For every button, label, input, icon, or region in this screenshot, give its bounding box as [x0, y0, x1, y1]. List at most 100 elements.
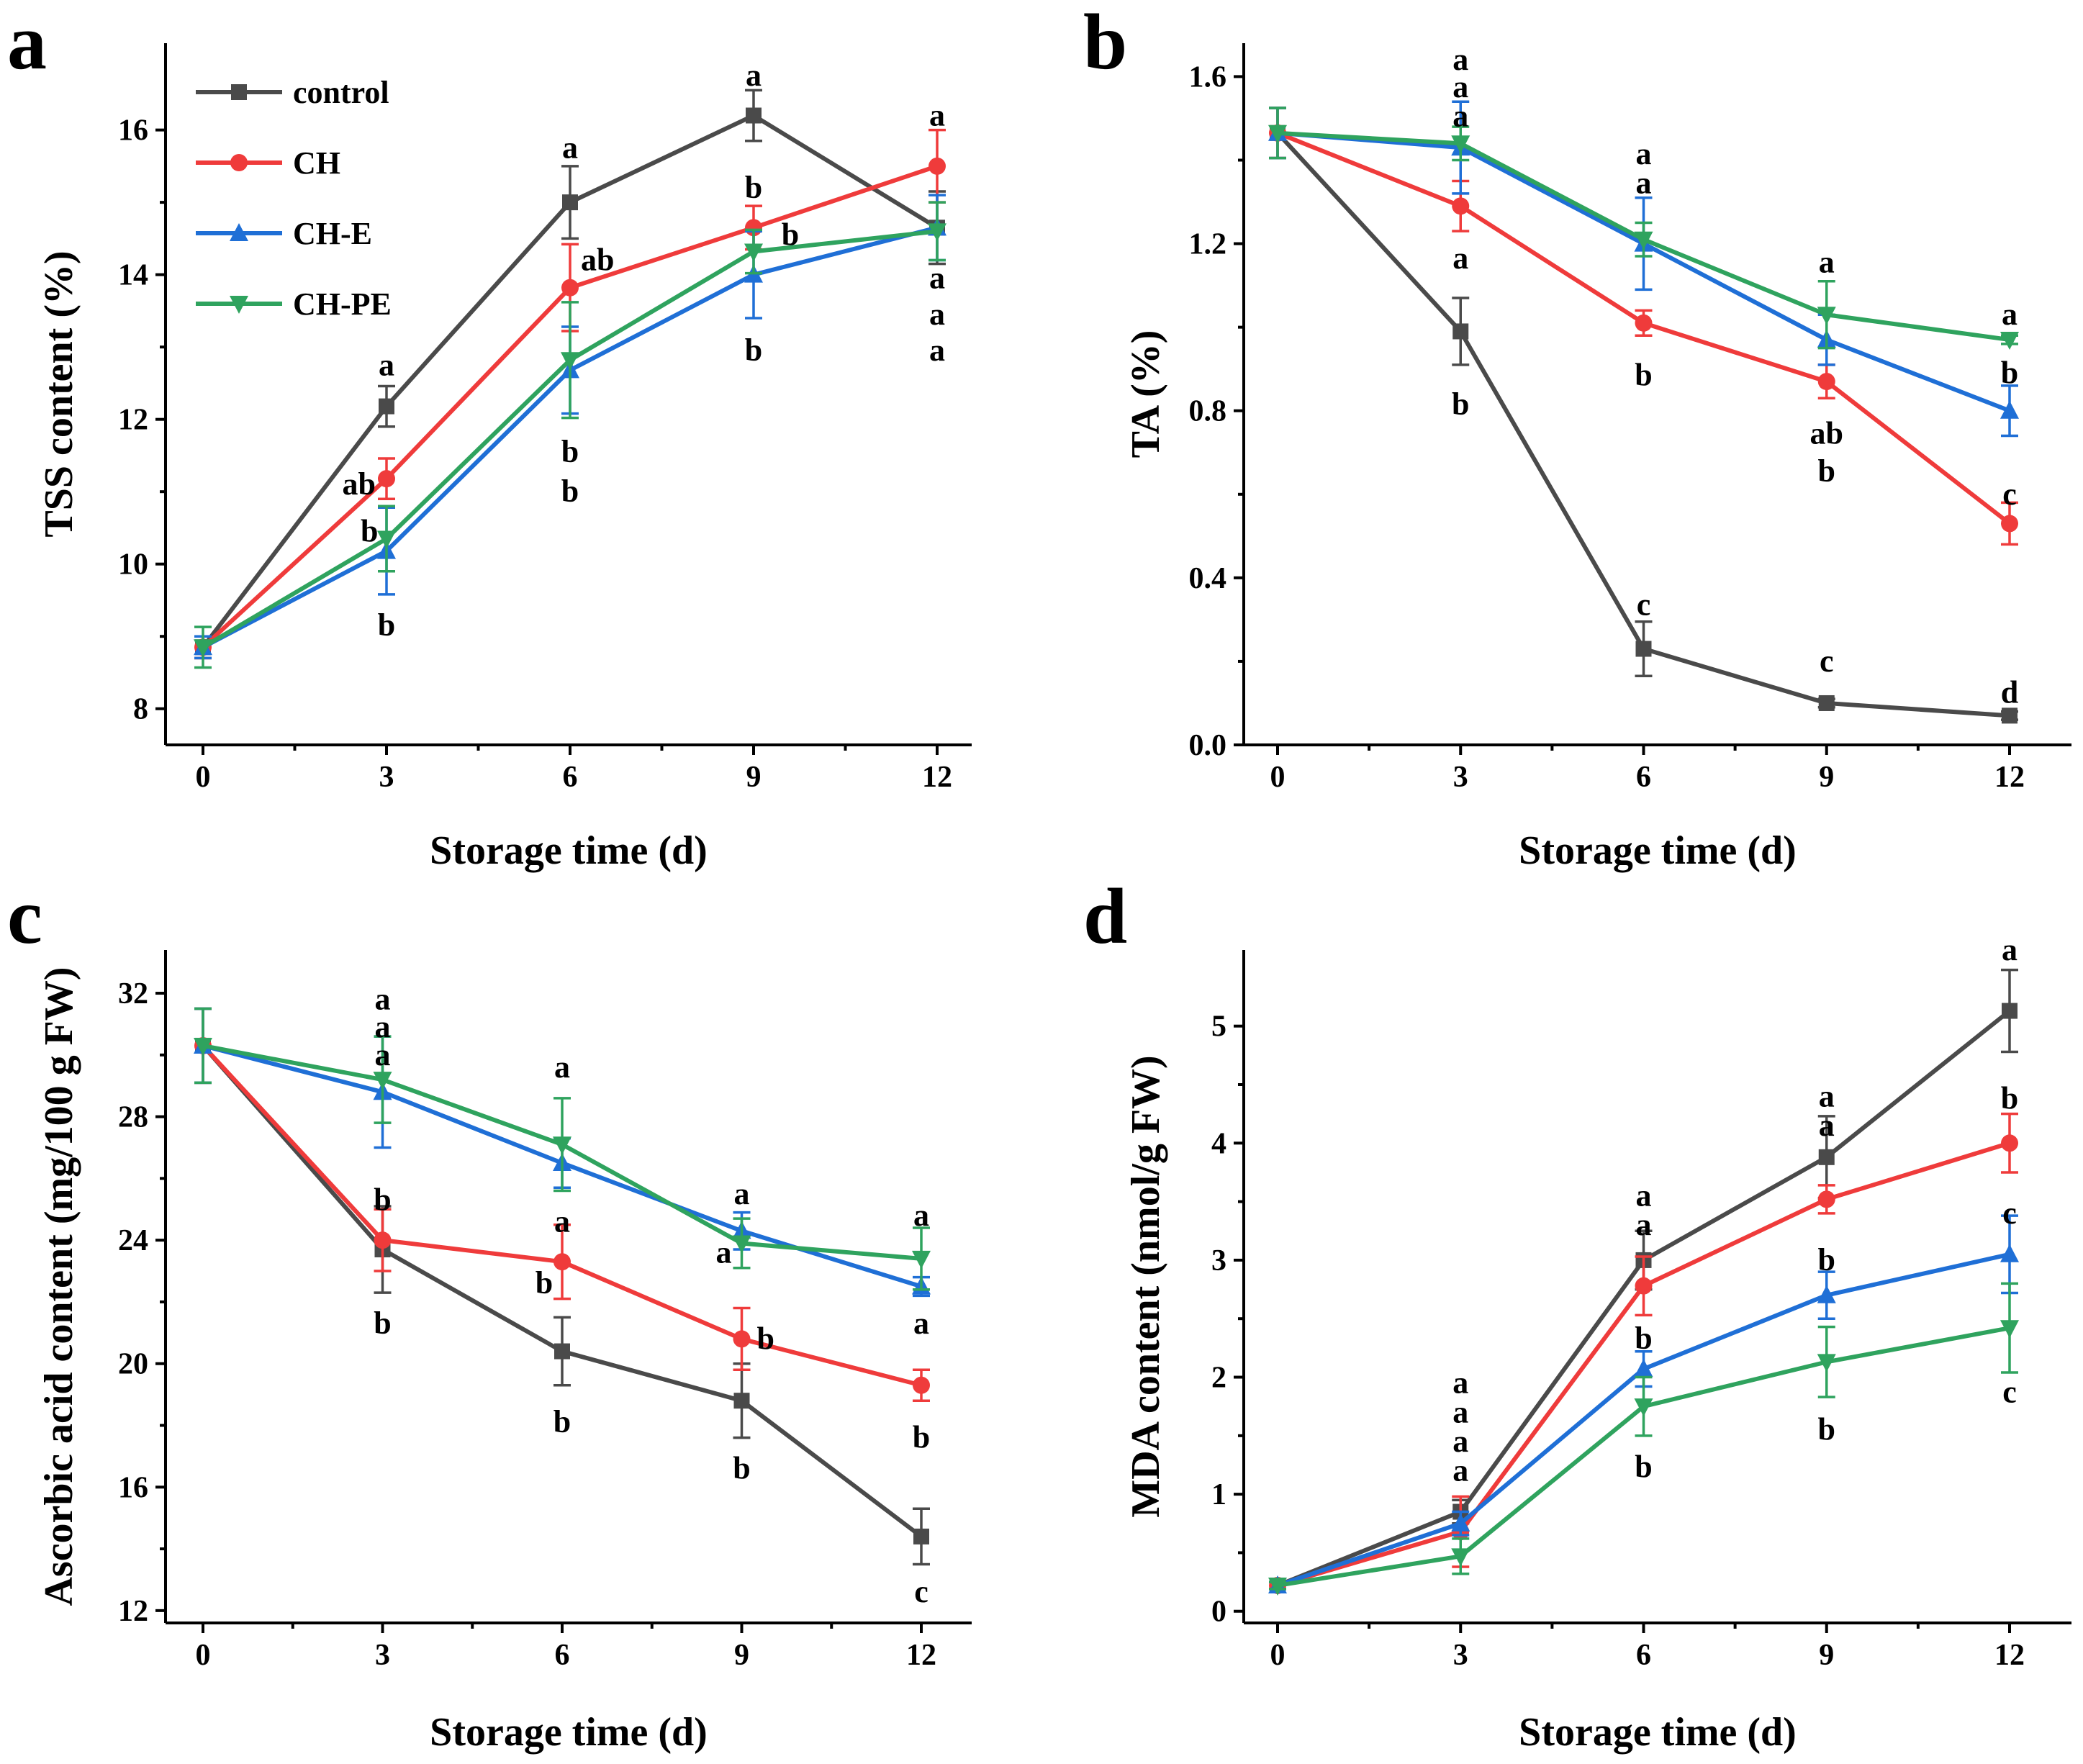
- data-point-CH: [378, 470, 395, 488]
- significance-letter: b: [745, 170, 762, 205]
- data-point-CH-PE: [2000, 332, 2019, 350]
- data-point-CH: [2001, 515, 2018, 533]
- data-point-CH-PE: [377, 530, 396, 549]
- significance-letter: b: [733, 1451, 750, 1486]
- significance-letter: a: [929, 333, 945, 368]
- x-tick-label: 0: [196, 761, 211, 794]
- legend: control CH CH-E CH-PE: [196, 75, 392, 322]
- x-tick-label: 0: [1270, 761, 1286, 794]
- legend-marker-CH-E: [230, 223, 248, 241]
- y-tick-label: 0: [1211, 1596, 1226, 1629]
- chart-panel-b: b 0.0 0.4 0.8 1.2 1.6 0 3 6 9 12 Storage time (d) TA…: [1083, 0, 2071, 873]
- data-point-control: [379, 398, 394, 415]
- significance-letter: c: [2002, 1195, 2017, 1231]
- x-tick-label: 6: [555, 1639, 570, 1672]
- panel-letter-a: a: [7, 0, 47, 86]
- significance-letter: b: [561, 474, 579, 509]
- data-point-CH: [374, 1231, 392, 1249]
- y-tick-label: 2: [1211, 1362, 1226, 1395]
- significance-letter: b: [757, 1321, 774, 1356]
- x-tick-label: 6: [563, 761, 578, 794]
- y-tick-label: 0.8: [1189, 395, 1227, 428]
- y-tick-label: 14: [118, 259, 148, 292]
- y-tick-label: 4: [1211, 1127, 1226, 1160]
- chart-panel-a: a 8 10 12 14 16 0 3 6 9 12 Storage time (d) TSS cont…: [7, 0, 972, 873]
- chart-panel-c: c 12 16 20 24 28 32 0 3 6 9 12 Storage time (d) Ascor…: [7, 872, 972, 1755]
- significance-letter: a: [1819, 245, 1835, 280]
- significance-letter: b: [1635, 357, 1652, 392]
- y-tick-label: 16: [118, 1471, 148, 1504]
- x-tick-label: 9: [1819, 1639, 1834, 1672]
- significance-letter: a: [1636, 136, 1652, 171]
- significance-letter: b: [2001, 1081, 2018, 1116]
- data-point-CH: [1635, 1277, 1653, 1295]
- significance-letter: a: [929, 261, 945, 296]
- data-point-CH-PE: [744, 243, 763, 262]
- significance-letter: a: [1452, 69, 1468, 104]
- data-point-CH-E: [2000, 400, 2019, 419]
- data-point-CH-PE: [1634, 1398, 1653, 1417]
- significance-letter: a: [746, 58, 762, 93]
- significance-letter: a: [1636, 1177, 1652, 1213]
- y-tick-label: 16: [118, 114, 148, 148]
- y-axis-title: MDA content (nmol/g FW): [1124, 1055, 1168, 1517]
- significance-letter: b: [913, 1420, 930, 1455]
- data-point-CH-PE: [373, 1072, 392, 1090]
- x-tick-label: 6: [1636, 1639, 1651, 1672]
- data-point-CH-PE: [1451, 135, 1470, 154]
- y-tick-label: 0.0: [1189, 729, 1227, 762]
- significance-letter: ab: [1810, 416, 1843, 451]
- significance-letter: a: [554, 1203, 570, 1239]
- x-tick-label: 12: [1994, 761, 2025, 794]
- x-tick-label: 9: [734, 1639, 749, 1672]
- significance-letter: c: [2002, 476, 2017, 512]
- legend-marker-CH-PE: [230, 296, 248, 314]
- significance-letter: a: [734, 1176, 750, 1211]
- significance-letter: b: [553, 1404, 571, 1439]
- data-point-CH: [561, 279, 579, 297]
- significance-letter: b: [2001, 355, 2018, 390]
- y-tick-label: 8: [133, 693, 148, 726]
- y-axis-title: TSS content (%): [37, 250, 81, 537]
- series-CH-PE: [194, 1007, 931, 1291]
- x-tick-label: 12: [906, 1639, 936, 1672]
- y-tick-label: 5: [1211, 1010, 1226, 1044]
- significance-letter: a: [379, 347, 394, 382]
- significance-letter: d: [2001, 674, 2018, 710]
- data-point-CH-E: [2000, 1244, 2019, 1262]
- data-point-CH-PE: [1451, 1548, 1470, 1567]
- data-point-CH: [1817, 1190, 1835, 1208]
- x-tick-label: 0: [196, 1639, 211, 1672]
- panel-letter-b: b: [1083, 0, 1127, 86]
- data-point-control: [913, 1528, 929, 1544]
- significance-letter: a: [554, 1049, 570, 1085]
- y-tick-label: 1.2: [1189, 228, 1227, 261]
- data-point-CH-PE: [553, 1136, 571, 1155]
- x-tick-label: 9: [1819, 761, 1834, 794]
- data-point-CH-PE: [928, 223, 946, 242]
- significance-letter: a: [375, 982, 391, 1017]
- data-point-control: [1452, 323, 1469, 340]
- x-tick-label: 12: [1994, 1639, 2025, 1672]
- significance-letter: b: [374, 1182, 391, 1217]
- data-point-control: [1818, 695, 1835, 711]
- y-tick-label: 0.4: [1189, 562, 1227, 595]
- significance-letter: a: [562, 130, 578, 166]
- significance-letter: a: [1819, 1108, 1835, 1143]
- significance-letter: b: [1452, 386, 1469, 422]
- y-tick-label: 24: [118, 1224, 148, 1257]
- significance-letter: b: [361, 513, 378, 548]
- series-CH-PE: [194, 201, 946, 669]
- data-point-control: [1818, 1149, 1835, 1165]
- data-point-CH: [1452, 197, 1470, 215]
- data-point-CH-PE: [1817, 307, 1836, 325]
- legend-label-CH: CH: [293, 145, 340, 181]
- data-point-CH: [733, 1330, 751, 1348]
- significance-letter: b: [745, 333, 762, 368]
- y-tick-label: 32: [118, 977, 148, 1010]
- data-point-control: [2002, 707, 2018, 724]
- data-point-CH-PE: [1268, 1577, 1287, 1596]
- panel-letter-c: c: [7, 872, 42, 960]
